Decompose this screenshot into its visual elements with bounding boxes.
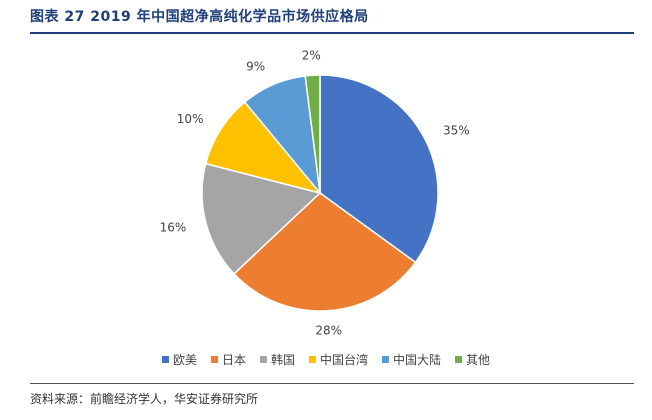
legend-swatch (382, 356, 390, 363)
legend-swatch (161, 356, 169, 363)
pie-slice-taiwan (204, 101, 323, 195)
title-divider (30, 32, 634, 34)
pie-data-labels: 35% 28% 16% 10% 9% 2% (160, 48, 470, 337)
legend-label: 中国大陆 (393, 353, 442, 367)
pie-label-mainland: 9% (246, 59, 265, 73)
chart-title: 图表 27 2019 年中国超净高纯化学品市场供应格局 (30, 9, 369, 25)
legend-label: 中国台湾 (320, 353, 369, 367)
pie-slice-other (304, 74, 321, 194)
legend-label: 欧美 (172, 353, 197, 367)
legend-swatch (455, 356, 463, 363)
source-divider (30, 383, 634, 384)
legend-item-mainland: 中国大陆 (382, 351, 441, 368)
legend-swatch (259, 356, 267, 363)
legend-swatch (309, 356, 316, 363)
legend-item-other: 其他 (455, 351, 490, 368)
legend-label: 韩国 (270, 353, 295, 367)
pie-label-taiwan: 10% (177, 112, 204, 126)
pie-slice-korea (201, 162, 322, 275)
legend-swatch (210, 356, 218, 363)
legend-item-europe-us: 欧美 (161, 351, 197, 368)
legend-item-korea: 韩国 (259, 351, 295, 368)
pie-chart: 35% 28% 16% 10% 9% 2% (160, 48, 470, 337)
pie-label-korea: 16% (160, 220, 187, 234)
legend-item-taiwan: 中国台湾 (309, 351, 368, 368)
pie-slice-europe-us (319, 74, 439, 264)
pie-label-europe-us: 35% (443, 123, 470, 137)
pie-slice-japan (232, 192, 417, 312)
pie-label-other: 2% (302, 48, 321, 62)
pie-label-japan: 28% (315, 324, 342, 338)
source-note: 资料来源：前瞻经济学人，华安证券研究所 (30, 392, 259, 406)
chart-legend: 欧美 日本 韩国 中国台湾 中国大陆 其他 (0, 351, 652, 368)
pie-slices (201, 74, 439, 312)
legend-label: 日本 (221, 353, 246, 367)
legend-item-japan: 日本 (210, 351, 246, 368)
legend-label: 其他 (466, 353, 491, 367)
